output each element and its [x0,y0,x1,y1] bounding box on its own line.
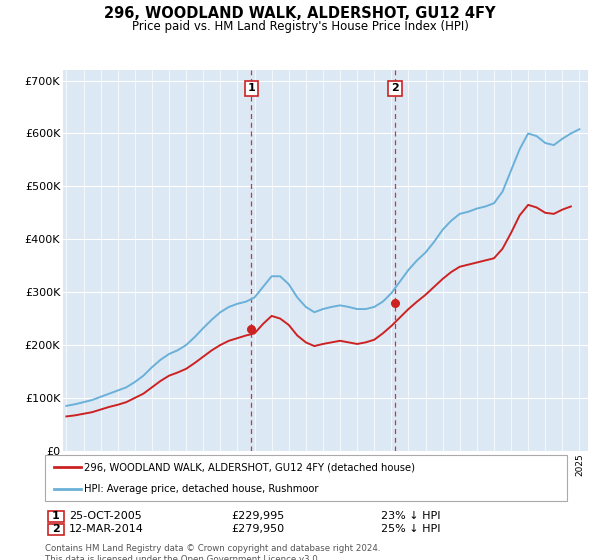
Text: 23% ↓ HPI: 23% ↓ HPI [381,511,440,521]
Text: Price paid vs. HM Land Registry's House Price Index (HPI): Price paid vs. HM Land Registry's House … [131,20,469,32]
Text: Contains HM Land Registry data © Crown copyright and database right 2024.
This d: Contains HM Land Registry data © Crown c… [45,544,380,560]
Text: 296, WOODLAND WALK, ALDERSHOT, GU12 4FY (detached house): 296, WOODLAND WALK, ALDERSHOT, GU12 4FY … [84,462,415,472]
Text: £279,950: £279,950 [231,524,284,534]
Text: 296, WOODLAND WALK, ALDERSHOT, GU12 4FY: 296, WOODLAND WALK, ALDERSHOT, GU12 4FY [104,6,496,21]
Text: 25% ↓ HPI: 25% ↓ HPI [381,524,440,534]
Text: 25-OCT-2005: 25-OCT-2005 [69,511,142,521]
Text: £229,995: £229,995 [231,511,284,521]
Text: 12-MAR-2014: 12-MAR-2014 [69,524,144,534]
Text: 2: 2 [52,524,59,534]
Text: 2: 2 [391,83,399,94]
Text: HPI: Average price, detached house, Rushmoor: HPI: Average price, detached house, Rush… [84,484,319,494]
Text: 1: 1 [52,511,59,521]
Text: 1: 1 [248,83,256,94]
